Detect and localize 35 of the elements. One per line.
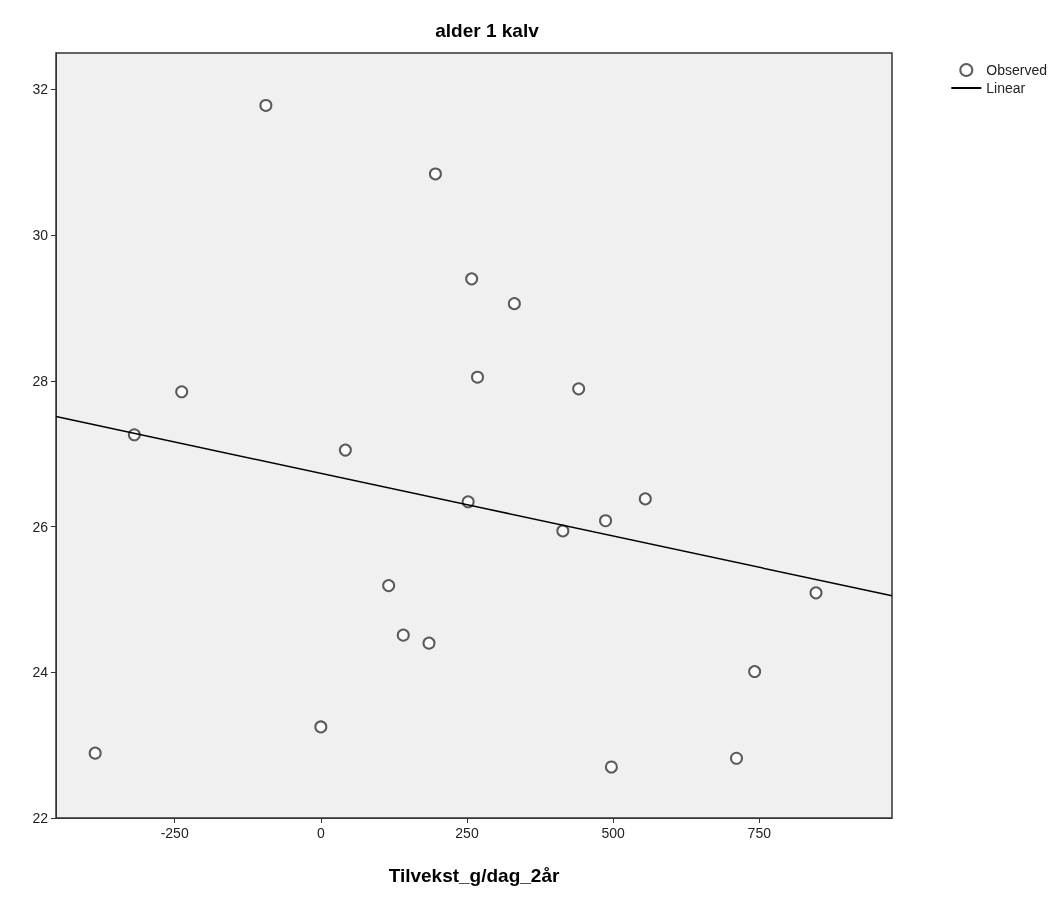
point <box>730 751 743 765</box>
point <box>471 370 485 384</box>
y-tick-label: 24 <box>32 664 49 681</box>
y-tick-label: 22 <box>32 810 49 826</box>
x-axis-title: Tilvekst_g/dag_2år <box>388 865 560 886</box>
y-tick-label: 28 <box>32 372 49 389</box>
point <box>748 665 762 679</box>
point <box>507 297 521 311</box>
point <box>314 720 328 734</box>
chart-title: alder 1 kalv <box>435 20 540 41</box>
point <box>604 760 618 774</box>
point <box>599 514 613 528</box>
point <box>428 167 442 181</box>
point <box>465 272 479 286</box>
x-tick-label: 250 <box>455 825 479 841</box>
x-tick-label: -250 <box>160 825 189 841</box>
point <box>88 746 102 760</box>
point <box>382 579 396 593</box>
point <box>422 636 436 650</box>
x-tick-label: 0 <box>316 825 325 841</box>
point <box>338 443 352 457</box>
point <box>809 586 823 600</box>
point <box>638 492 652 506</box>
point <box>572 382 586 396</box>
point <box>259 98 273 112</box>
x-tick-label: 500 <box>601 825 626 841</box>
point <box>556 524 570 538</box>
y-tick-label: 26 <box>32 518 49 535</box>
legend-label: Linear <box>986 80 1026 96</box>
point <box>396 628 410 642</box>
y-tick-label: 32 <box>32 81 49 98</box>
x-tick-label: 750 <box>747 825 772 841</box>
y-tick-label: 30 <box>32 227 49 244</box>
legend-label: Observed <box>986 62 1048 78</box>
point <box>175 385 189 399</box>
